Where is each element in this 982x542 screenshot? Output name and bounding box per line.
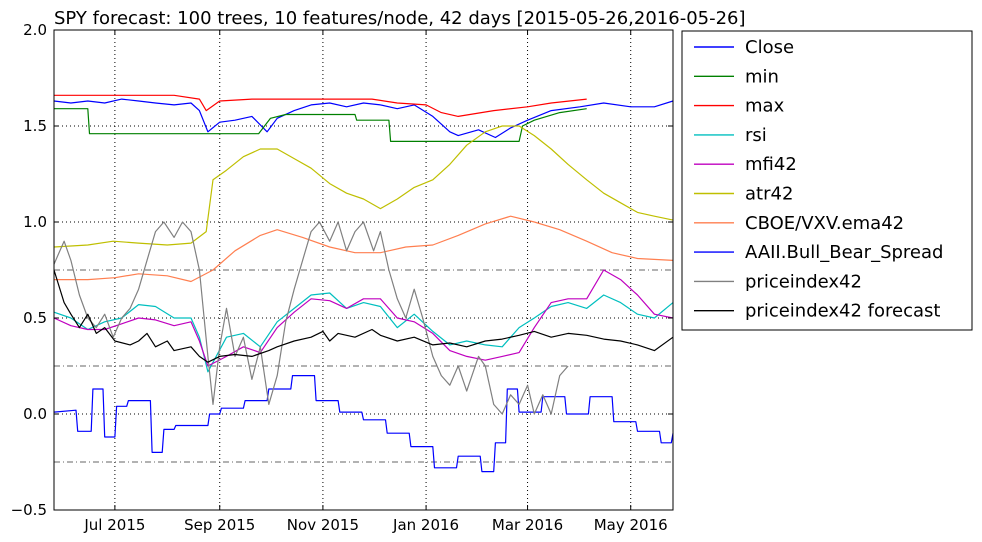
legend-label: mfi42 <box>745 154 797 175</box>
plot-frame <box>53 29 674 511</box>
y-tick-label: −0.5 <box>11 501 47 519</box>
y-tick-label: 0.5 <box>23 309 47 327</box>
x-tick-label: Jul 2015 <box>83 516 145 534</box>
series-line-7 <box>53 375 674 473</box>
series-line-4 <box>53 269 674 367</box>
x-tick-label: Mar 2016 <box>492 516 563 534</box>
series-line-2 <box>54 94 587 117</box>
x-tick-label: Nov 2015 <box>287 516 359 534</box>
y-tick-label: 2.0 <box>23 21 47 39</box>
legend-label: CBOE/VXV.ema42 <box>745 213 904 234</box>
y-tick-label: 1.5 <box>23 117 47 135</box>
chart-title: SPY forecast: 100 trees, 10 features/nod… <box>54 8 746 29</box>
y-tick-label: 1.0 <box>23 213 47 231</box>
series-group <box>53 94 674 473</box>
legend: Close min max rsi mfi42 atr42 CBOE/VXV.ema42 AA… <box>681 30 973 331</box>
legend-label: priceindex42 <box>745 271 862 292</box>
legend-label: rsi <box>745 125 767 146</box>
series-line-3 <box>53 292 674 373</box>
y-tick-label: 0.0 <box>23 405 47 423</box>
series-line-1 <box>54 108 587 142</box>
series-line-8 <box>53 221 569 415</box>
x-axis: Jul 2015 Sep 2015 Nov 2015 Jan 2016 Mar 2016… <box>83 30 668 534</box>
series-line-5 <box>53 125 674 248</box>
legend-label: max <box>745 96 785 117</box>
series-line-9 <box>53 269 674 363</box>
series-line-0 <box>53 98 674 139</box>
legend-label: min <box>745 66 779 87</box>
legend-label: atr42 <box>745 184 793 205</box>
y-axis: −0.5 0.0 0.5 1.0 1.5 2.0 <box>11 21 673 519</box>
x-tick-label: Jan 2016 <box>392 516 459 534</box>
x-tick-label: Sep 2015 <box>184 516 255 534</box>
x-tick-label: May 2016 <box>594 516 668 534</box>
legend-box <box>681 30 973 331</box>
legend-label: AAII.Bull_Bear_Spread <box>745 242 943 263</box>
legend-label: Close <box>745 37 794 58</box>
legend-label: priceindex42 forecast <box>745 301 940 322</box>
series-line-6 <box>54 215 674 283</box>
